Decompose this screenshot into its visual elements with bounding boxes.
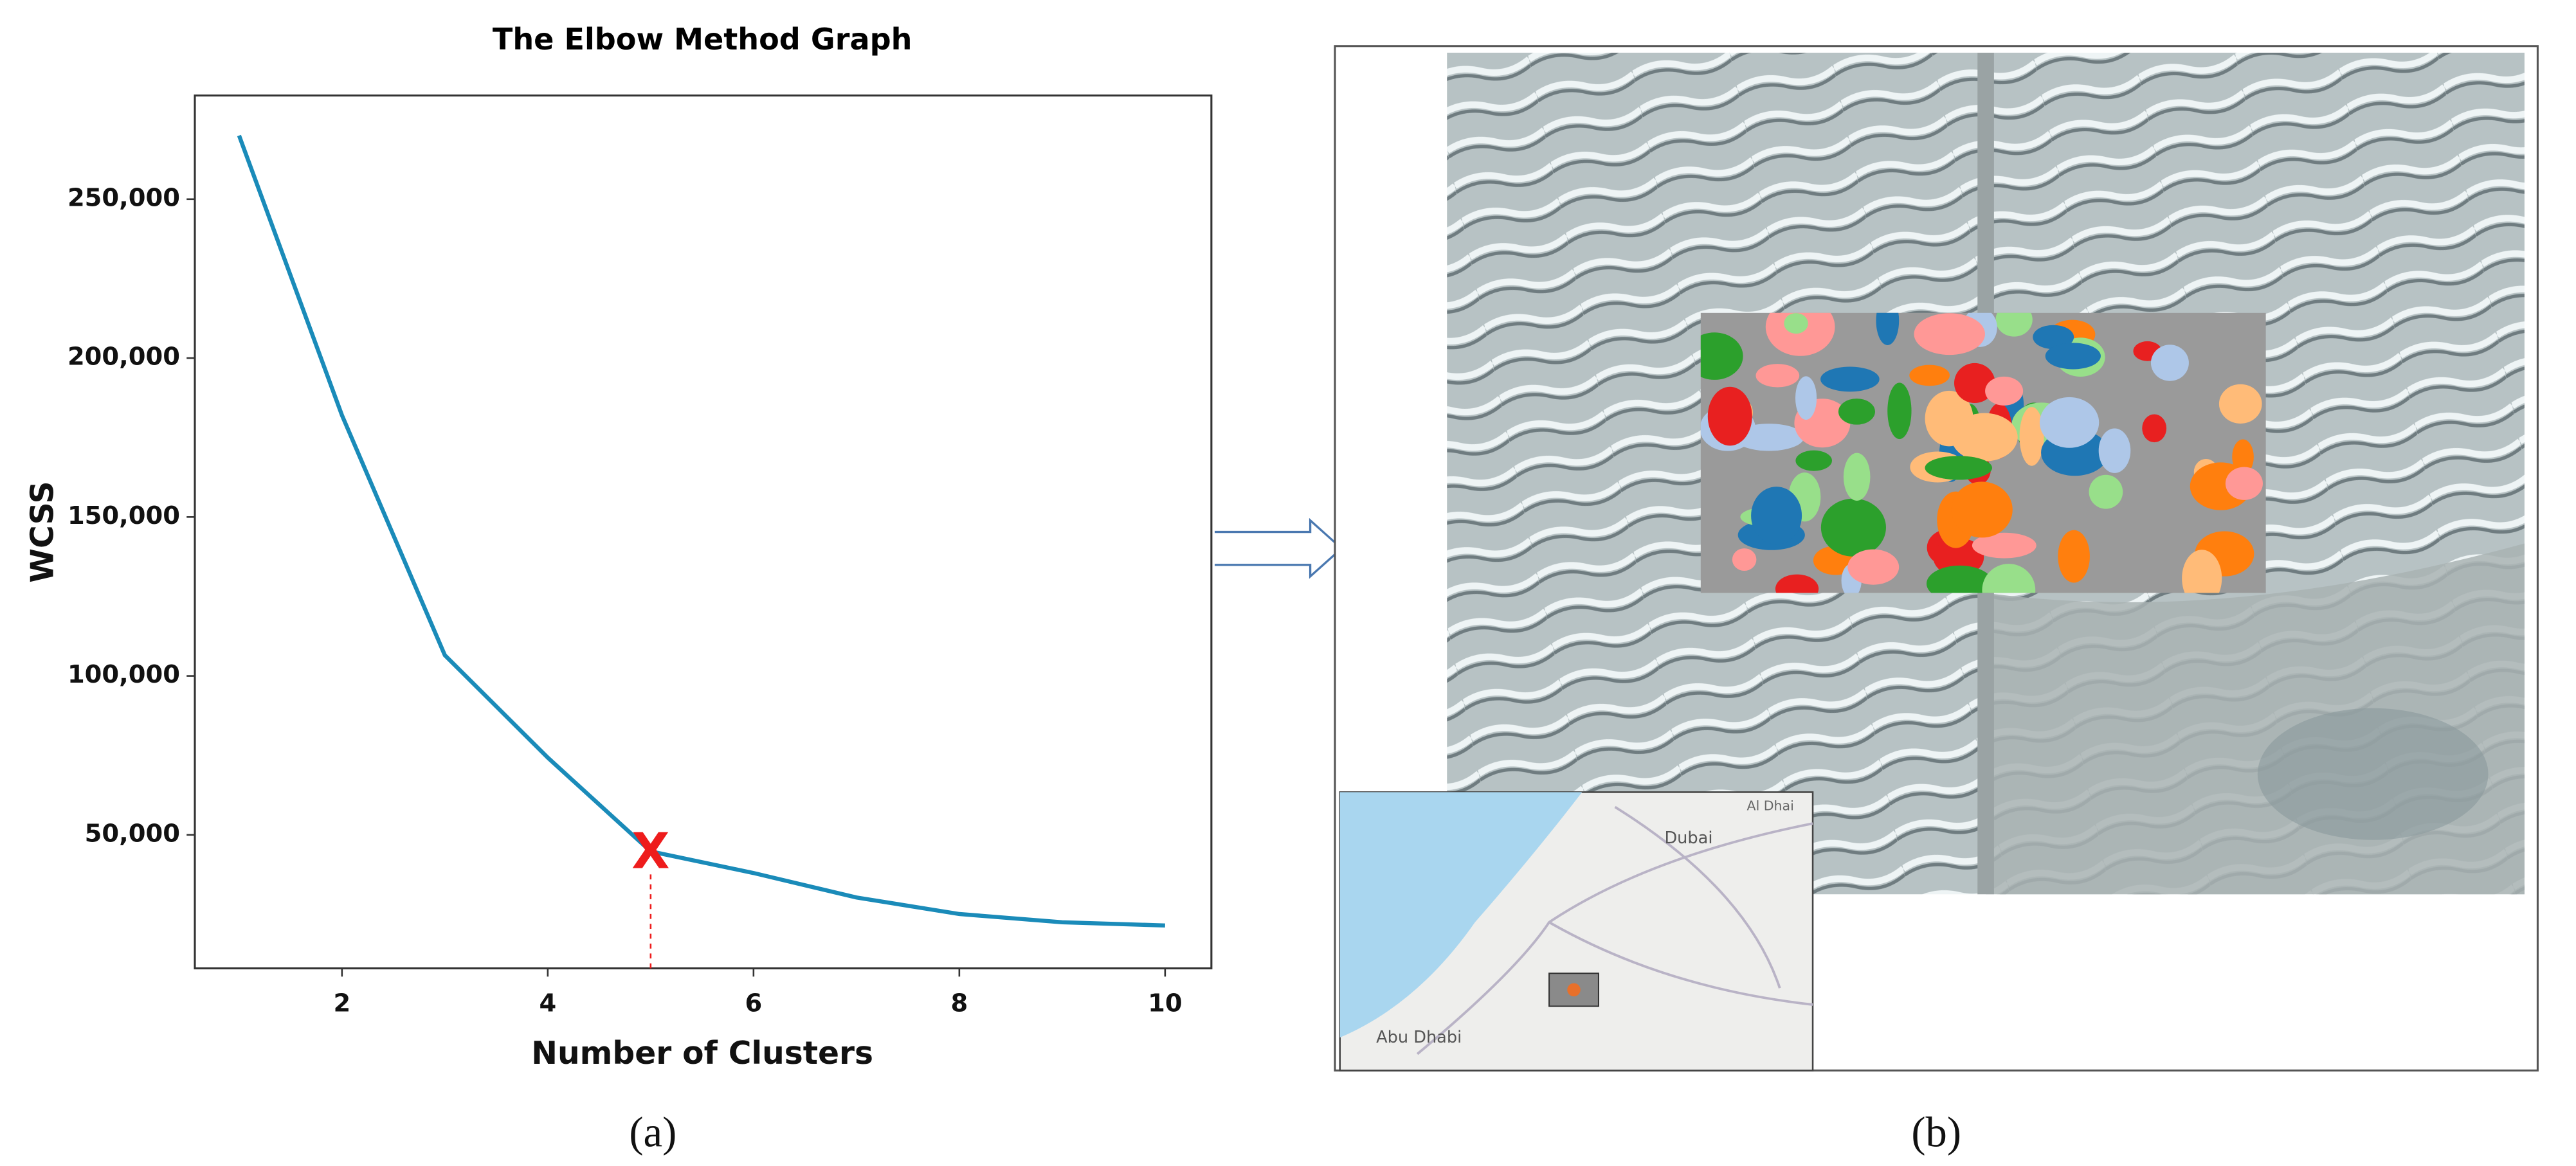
cluster-blob xyxy=(1927,565,1993,593)
cluster-blob xyxy=(1995,312,2033,337)
cluster-blob xyxy=(2039,397,2100,448)
y-tick-label: 250,000 xyxy=(68,183,180,212)
cluster-blob xyxy=(2045,343,2101,370)
cluster-blob xyxy=(1751,487,1802,545)
cluster-blobs xyxy=(1700,312,2263,593)
cluster-blob xyxy=(1795,376,1817,420)
cluster-blob xyxy=(1843,453,1871,501)
cluster-blob xyxy=(1876,312,1900,345)
cluster-blob xyxy=(1755,364,1800,388)
x-tick-label: 8 xyxy=(950,989,968,1018)
y-tick-label: 50,000 xyxy=(85,819,180,848)
cluster-blob xyxy=(1982,564,2036,593)
cluster-blob xyxy=(1951,413,2018,462)
sea xyxy=(1339,792,1583,1038)
x-axis-label: Number of Clusters xyxy=(531,1036,873,1072)
map-label: Abu Dhabi xyxy=(1376,1028,1462,1047)
map-label: Al Dhai xyxy=(1747,798,1794,814)
cluster-blob xyxy=(1700,332,1743,380)
cluster-blob xyxy=(1775,574,1819,593)
data-line xyxy=(237,134,1165,928)
cluster-blob xyxy=(2098,428,2131,473)
cluster-blob xyxy=(2089,474,2123,509)
arrow xyxy=(1214,517,1343,579)
cluster-blob xyxy=(1914,313,1985,355)
cluster-blob xyxy=(2218,384,2262,424)
cluster-blob xyxy=(2033,325,2074,350)
plot-area: 2 4 6 8 10 50,000 100,000 150,000 200,000 250,000… xyxy=(68,134,1183,1018)
cluster-blob xyxy=(1820,498,1886,557)
cluster-blob xyxy=(1887,382,1912,440)
cluster-blob xyxy=(2225,467,2263,500)
cluster-blob xyxy=(1972,532,2036,559)
cluster-blob xyxy=(2182,550,2222,593)
cluster-blob xyxy=(1954,363,1995,404)
dark-patch xyxy=(2257,708,2489,840)
map-label: Dubai xyxy=(1664,829,1712,848)
site-dot xyxy=(1567,983,1581,997)
x-tick-label: 4 xyxy=(539,989,556,1018)
caption: (b) xyxy=(1911,1109,1961,1156)
x-tick-label: 10 xyxy=(1148,989,1182,1018)
chart-title: The Elbow Method Graph xyxy=(493,22,912,57)
cluster-blob xyxy=(1795,450,1832,471)
x-tick-label: 6 xyxy=(745,989,762,1018)
site-marker xyxy=(1548,973,1599,1007)
cluster-blob xyxy=(1925,456,1993,480)
cluster-blob xyxy=(1707,386,1752,446)
caption: (a) xyxy=(629,1109,676,1156)
cluster-blob xyxy=(1985,376,2024,406)
cluster-blob xyxy=(1847,549,1900,585)
cluster-blob xyxy=(2019,407,2044,466)
x-tick-label: 2 xyxy=(333,989,350,1018)
roads xyxy=(1416,805,1813,1055)
y-tick-label: 150,000 xyxy=(68,501,180,530)
y-tick-label: 200,000 xyxy=(68,343,180,372)
cluster-blob xyxy=(1909,364,1950,386)
cluster-blob xyxy=(1820,366,1880,392)
cluster-blob xyxy=(2150,345,2189,381)
plot-frame xyxy=(194,94,1213,970)
cluster-blob xyxy=(2232,439,2254,475)
cluster-blob xyxy=(1784,313,1808,334)
cluster-blob xyxy=(1732,548,1757,571)
cluster-blob xyxy=(2058,530,2090,583)
y-tick-label: 100,000 xyxy=(68,660,180,689)
cluster-blob xyxy=(1765,312,1835,356)
y-axis-label: WCSS xyxy=(25,481,61,582)
cluster-blob xyxy=(1951,481,2013,538)
cluster-blob xyxy=(2142,414,2167,443)
cluster-blob xyxy=(1838,399,1876,425)
elbow-marker: X xyxy=(631,823,669,881)
